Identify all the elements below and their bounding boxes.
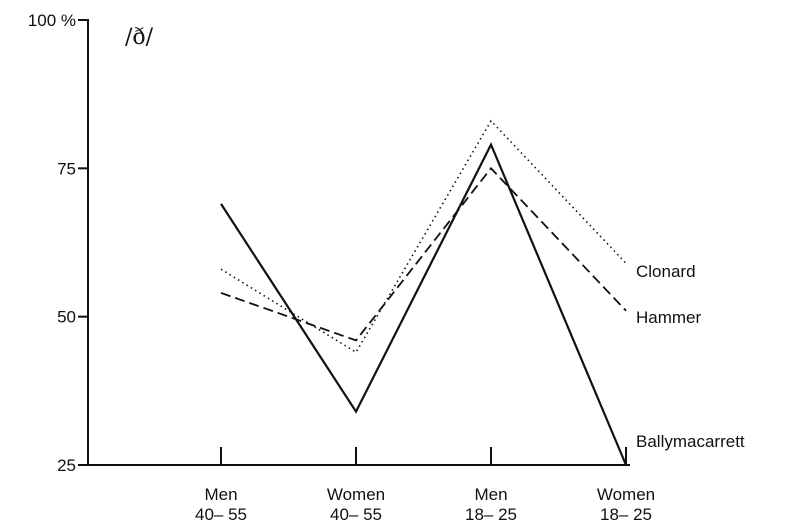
series-label-ballymacarrett: Ballymacarrett [636, 432, 745, 451]
x-tick-label-line2: 40– 55 [195, 505, 247, 524]
y-ticks: 25 50 75 100 % [28, 11, 89, 475]
y-axis-label: /ð/ [125, 25, 154, 50]
x-tick-label-line2: 18– 25 [465, 505, 517, 524]
series-label-hammer: Hammer [636, 308, 702, 327]
axes [87, 20, 630, 466]
series-label-clonard: Clonard [636, 262, 696, 281]
x-tick-label-line2: 40– 55 [330, 505, 382, 524]
x-tick-label-line1: Men [204, 485, 237, 504]
x-tick-label-line1: Men [474, 485, 507, 504]
x-tick-label-line2: 18– 25 [600, 505, 652, 524]
y-tick-label: 75 [57, 159, 76, 178]
series-line-hammer [220, 166, 627, 342]
series-labels: Ballymacarrett Hammer Clonard [636, 262, 745, 451]
y-tick-label: 50 [57, 308, 76, 327]
x-tick-label-line1: Women [597, 485, 655, 504]
y-tick-label: 25 [57, 456, 76, 475]
series-lines [220, 119, 628, 466]
y-tick-label: 100 % [28, 11, 76, 30]
x-tick-label-line1: Women [327, 485, 385, 504]
series-line-clonard [220, 119, 627, 354]
series-line-ballymacarrett [220, 141, 628, 466]
